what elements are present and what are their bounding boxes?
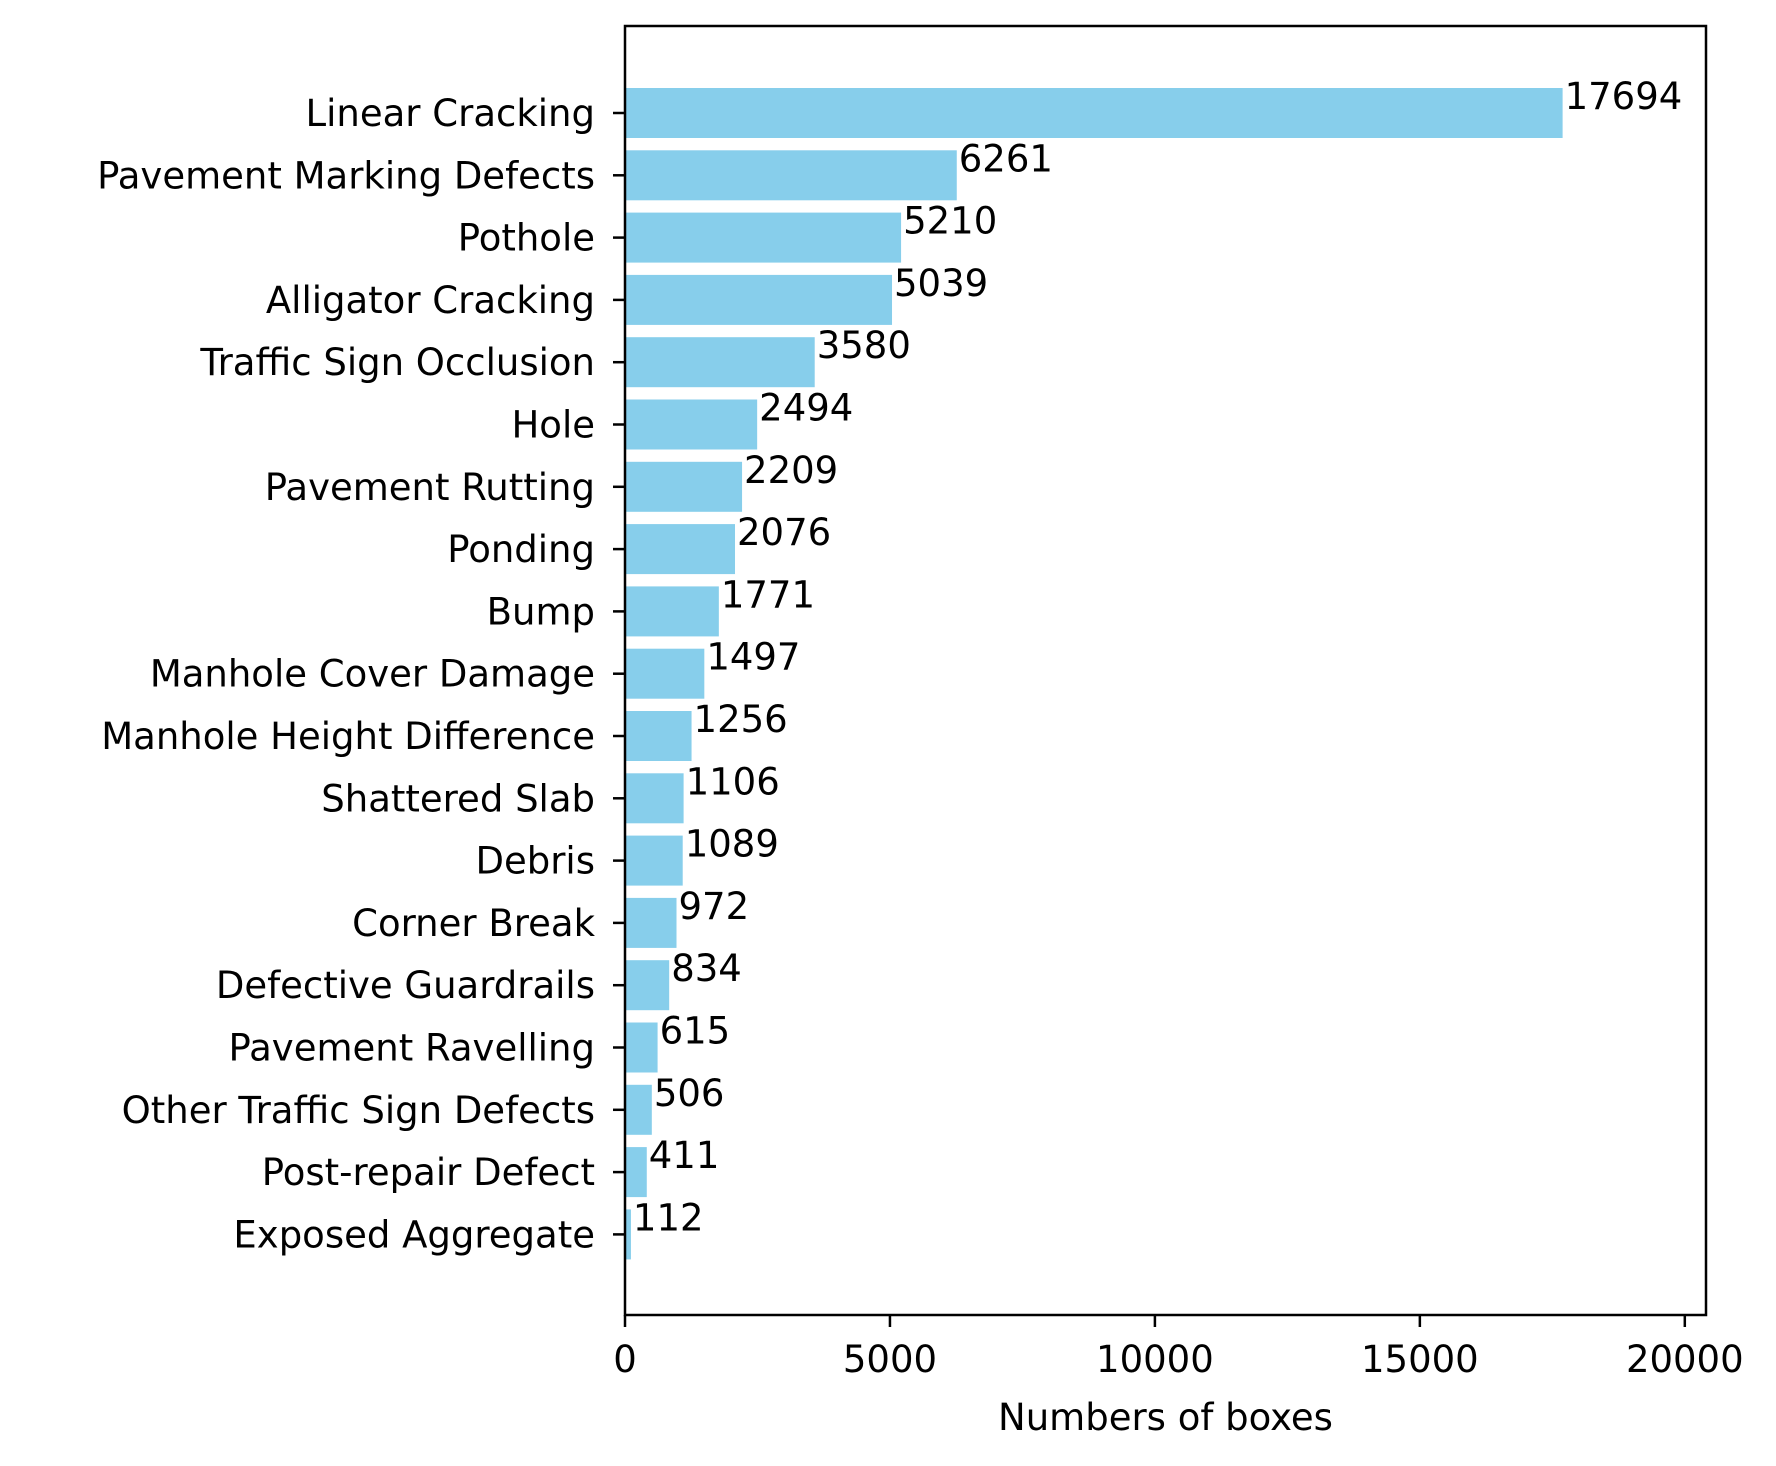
value-label: 2494 <box>759 387 853 430</box>
value-label: 5039 <box>894 262 988 305</box>
value-label: 112 <box>633 1196 704 1239</box>
bar-pavement-ravelling <box>625 1022 658 1073</box>
bar-corner-break <box>625 897 677 948</box>
x-tick-label: 0 <box>613 1338 637 1381</box>
bar-debris <box>625 835 683 886</box>
value-label: 411 <box>649 1134 720 1177</box>
bar-linear-cracking <box>625 88 1563 138</box>
bar-ponding <box>625 524 736 575</box>
bar-post-repair-defect <box>625 1147 647 1198</box>
bar-manhole-height-difference <box>625 711 692 761</box>
x-ticks-group: 0 5000 10000 15000 20000 <box>613 1315 1744 1381</box>
category-label: Alligator Cracking <box>266 279 595 322</box>
category-label: Debris <box>475 840 595 883</box>
value-label: 5210 <box>903 200 997 243</box>
bar-shattered-slab <box>625 773 684 824</box>
bar-traffic-sign-occlusion <box>625 337 815 388</box>
value-label: 3580 <box>817 324 911 367</box>
x-tick-label: 5000 <box>843 1338 937 1381</box>
value-label: 1256 <box>694 698 788 741</box>
bar-pavement-rutting <box>625 461 743 512</box>
bar-exposed-aggregate <box>625 1209 631 1260</box>
value-label: 1106 <box>686 760 780 803</box>
category-label: Pavement Rutting <box>265 466 595 509</box>
category-labels-group: Linear Cracking Pavement Marking Defects P… <box>97 92 595 1256</box>
value-label: 2076 <box>737 511 831 554</box>
category-label: Other Traffic Sign Defects <box>122 1089 595 1132</box>
x-tick-label: 10000 <box>1096 1338 1214 1381</box>
value-label: 615 <box>660 1010 731 1053</box>
value-label: 17694 <box>1565 75 1683 118</box>
category-label: Manhole Height Difference <box>101 715 595 758</box>
category-label: Ponding <box>447 528 595 571</box>
value-label: 1771 <box>721 573 815 616</box>
category-label: Pavement Ravelling <box>228 1027 595 1070</box>
y-ticks-group <box>613 111 625 1236</box>
bar-pavement-marking-defects <box>625 150 957 201</box>
category-label: Pothole <box>458 217 595 260</box>
bar-manhole-cover-damage <box>625 648 705 699</box>
value-label: 506 <box>654 1072 725 1115</box>
category-label: Shattered Slab <box>321 777 595 820</box>
value-labels-group: 17694 6261 5210 5039 3580 2494 2209 2076 1771 149… <box>633 75 1682 1239</box>
bar-other-traffic-sign-defects <box>625 1084 652 1135</box>
category-label: Bump <box>487 590 595 633</box>
value-label: 1497 <box>706 636 800 679</box>
bar-hole <box>625 399 758 450</box>
x-tick-label: 15000 <box>1361 1338 1479 1381</box>
bar-alligator-cracking <box>625 274 893 325</box>
value-label: 2209 <box>744 449 838 492</box>
x-axis-label: Numbers of boxes <box>998 1396 1333 1439</box>
category-label: Pavement Marking Defects <box>97 154 595 197</box>
plot-frame <box>623 24 1708 1317</box>
category-label: Post-repair Defect <box>262 1151 595 1194</box>
value-label: 972 <box>679 885 750 928</box>
category-label: Exposed Aggregate <box>233 1213 595 1256</box>
bar-defective-guardrails <box>625 960 670 1011</box>
category-label: Manhole Cover Damage <box>150 653 595 696</box>
bar-pothole <box>625 212 902 263</box>
value-label: 1089 <box>685 823 779 866</box>
value-label: 6261 <box>959 137 1053 180</box>
category-label: Corner Break <box>352 902 595 945</box>
bars-group <box>625 88 1563 1260</box>
category-label: Linear Cracking <box>306 92 595 135</box>
category-label: Defective Guardrails <box>216 964 595 1007</box>
x-tick-label: 20000 <box>1626 1338 1744 1381</box>
bar-bump <box>625 586 719 637</box>
value-label: 834 <box>671 947 742 990</box>
category-label: Traffic Sign Occlusion <box>199 341 595 384</box>
category-label: Hole <box>511 404 595 447</box>
